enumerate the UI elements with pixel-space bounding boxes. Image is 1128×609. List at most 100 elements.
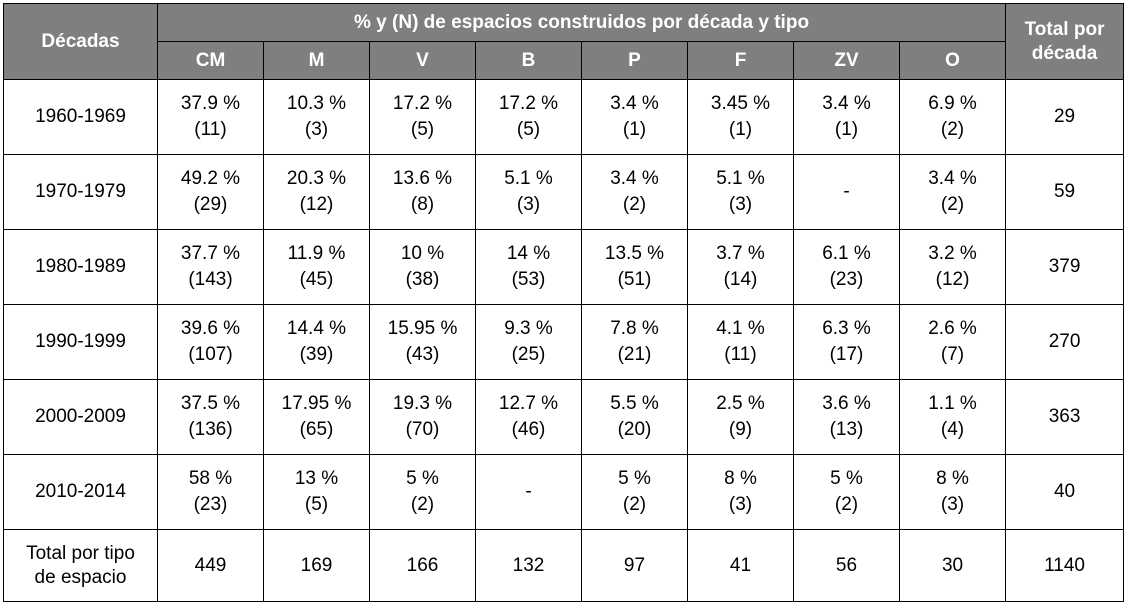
header-group-title: % y (N) de espacios construidos por déca… — [156, 3, 1007, 42]
table-cell: 8 % (3) — [898, 454, 1007, 530]
table-cell: 3.2 % (12) — [898, 229, 1007, 305]
cell-count: (2) — [622, 494, 647, 515]
table-cell: 17.95 % (65) — [263, 379, 370, 455]
cell-count: (46) — [511, 419, 546, 440]
cell-percent: 15.95 % — [387, 318, 458, 339]
header-type-zv: ZV — [793, 41, 900, 80]
cell-count: (14) — [723, 269, 758, 290]
cell-count: (11) — [194, 119, 227, 140]
cell-count: (70) — [405, 419, 440, 440]
table-cell: 10 % (38) — [369, 229, 476, 305]
cell-count: (23) — [193, 494, 228, 515]
decade-total: 363 — [1005, 379, 1125, 455]
cell-count: (13) — [829, 419, 864, 440]
cell-percent: 2.6 % — [928, 318, 977, 339]
cell-count: (23) — [829, 269, 864, 290]
cell-percent: 3.4 % — [928, 168, 977, 189]
cell-count: (4) — [940, 419, 965, 440]
cell-percent: 6.3 % — [822, 318, 871, 339]
table-cell: 5.1 % (3) — [687, 154, 794, 230]
cell-count: (25) — [511, 344, 546, 365]
table-cell: 39.6 % (107) — [157, 304, 264, 380]
table-cell: 9.3 % (25) — [475, 304, 582, 380]
cell-count: (136) — [188, 419, 233, 440]
header-type-cm: CM — [157, 41, 264, 80]
cell-percent: 5.5 % — [610, 393, 659, 414]
cell-count: (12) — [299, 194, 334, 215]
cell-count: (2) — [940, 194, 965, 215]
cell-percent: 10 % — [400, 243, 445, 264]
cell-percent: 6.9 % — [928, 93, 977, 114]
table-cell: 19.3 % (70) — [369, 379, 476, 455]
header-type-m: M — [263, 41, 370, 80]
table-cell: 3.4 % (2) — [581, 154, 688, 230]
decade-total: 270 — [1005, 304, 1125, 380]
cell-percent: 14.4 % — [286, 318, 347, 339]
table-cell: 58 % (23) — [157, 454, 264, 530]
header-type-p: P — [581, 41, 688, 80]
decade-label: 1960-1969 — [3, 79, 158, 155]
table-row: 2010-2014 58 % (23) 13 % (5) 5 % (2) -5 % (2) 8 %… — [3, 454, 1125, 530]
cell-percent: 10.3 % — [286, 93, 347, 114]
cell-percent: 3.4 % — [610, 93, 659, 114]
cell-count: (45) — [299, 269, 334, 290]
cell-count: (65) — [299, 419, 334, 440]
cell-percent: 19.3 % — [392, 393, 453, 414]
type-total: 132 — [475, 529, 582, 602]
cell-percent: 5 % — [406, 468, 439, 489]
cell-count: (5) — [516, 119, 541, 140]
cell-percent: 13.6 % — [392, 168, 453, 189]
header-type-b: B — [475, 41, 582, 80]
table-cell: 3.45 % (1) — [687, 79, 794, 155]
cell-count: (17) — [829, 344, 864, 365]
table-cell: 8 % (3) — [687, 454, 794, 530]
cell-percent: - — [843, 181, 850, 202]
cell-percent: 12.7 % — [498, 393, 559, 414]
table-cell: 10.3 % (3) — [263, 79, 370, 155]
cell-percent: 3.4 % — [822, 93, 871, 114]
table-cell: 17.2 % (5) — [475, 79, 582, 155]
decade-label: 2000-2009 — [3, 379, 158, 455]
cell-percent: 37.5 % — [180, 393, 241, 414]
type-total: 41 — [687, 529, 794, 602]
cell-count: (3) — [728, 494, 753, 515]
cell-percent: 20.3 % — [286, 168, 347, 189]
cell-count: (143) — [188, 269, 233, 290]
table-cell: 2.6 % (7) — [898, 304, 1007, 380]
table-row: 1980-1989 37.7 % (143) 11.9 % (45) 10 % (38) 14… — [3, 229, 1125, 305]
cell-percent: 11.9 % — [287, 243, 346, 264]
cell-count: (8) — [410, 194, 435, 215]
grand-total: 1140 — [1005, 529, 1125, 602]
table-cell: 6.9 % (2) — [898, 79, 1007, 155]
decade-label: 2010-2014 — [3, 454, 158, 530]
table-cell: 3.6 % (13) — [793, 379, 900, 455]
cell-count: (5) — [410, 119, 435, 140]
type-total: 169 — [263, 529, 370, 602]
table-cell: 15.95 % (43) — [369, 304, 476, 380]
cell-percent: 13 % — [294, 468, 339, 489]
cell-percent: 5.1 % — [716, 168, 765, 189]
cell-count: (3) — [516, 194, 541, 215]
decade-label: 1970-1979 — [3, 154, 158, 230]
decade-label: 1980-1989 — [3, 229, 158, 305]
table-cell: 4.1 % (11) — [687, 304, 794, 380]
type-total: 449 — [157, 529, 264, 602]
decade-total: 40 — [1005, 454, 1125, 530]
table-cell: 37.5 % (136) — [157, 379, 264, 455]
cell-count: (11) — [724, 344, 757, 365]
table-cell: 5.1 % (3) — [475, 154, 582, 230]
table-cell: 3.4 % (2) — [898, 154, 1007, 230]
cell-percent: 6.1 % — [822, 243, 871, 264]
table-cell: 13 % (5) — [263, 454, 370, 530]
table-cell: 49.2 % (29) — [157, 154, 264, 230]
cell-percent: 49.2 % — [180, 168, 241, 189]
cell-percent: 17.95 % — [281, 393, 352, 414]
cell-percent: 3.4 % — [610, 168, 659, 189]
cell-count: (20) — [617, 419, 652, 440]
decade-total: 379 — [1005, 229, 1125, 305]
cell-count: (9) — [728, 419, 753, 440]
type-total: 30 — [898, 529, 1007, 602]
cell-count: (2) — [834, 494, 859, 515]
table-cell: 13.5 % (51) — [581, 229, 688, 305]
cell-count: (107) — [188, 344, 233, 365]
